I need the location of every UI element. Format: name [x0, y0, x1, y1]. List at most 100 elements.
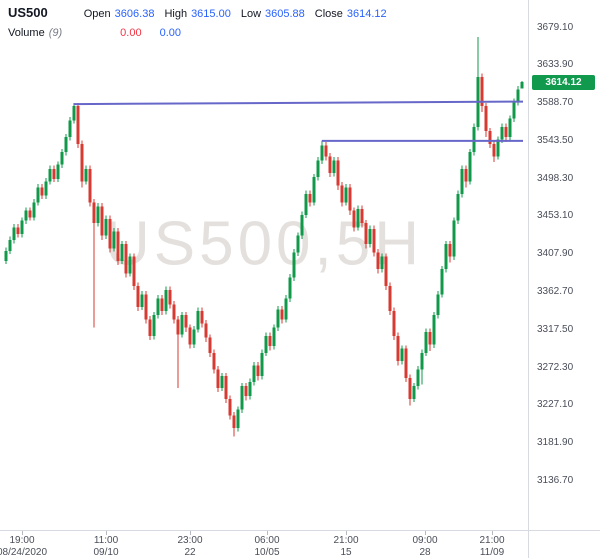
candle-body	[52, 168, 56, 179]
candle-body	[344, 187, 348, 203]
time-axis-tick-mark	[267, 531, 268, 535]
candle-body	[164, 290, 168, 311]
candle-body	[412, 386, 416, 399]
candle-body	[384, 256, 388, 286]
candle-body	[76, 106, 80, 144]
price-axis-label: 3136.70	[537, 474, 574, 486]
indicator-row: Volume (9) 0.00 0.00	[8, 27, 387, 39]
time-label: 09:00	[412, 535, 438, 546]
candle-body	[352, 210, 356, 228]
candle-body	[136, 285, 140, 307]
candle-body	[72, 106, 76, 121]
candle-body	[268, 336, 272, 347]
date-label: 22	[184, 547, 196, 558]
candle-body	[200, 310, 204, 324]
candle-body	[356, 208, 360, 228]
candle-body	[388, 285, 392, 311]
time-axis[interactable]: 19:00 08/24/2020 11:00 09/10 23:00 22 06:00 10/…	[0, 530, 528, 558]
candle-body	[420, 352, 424, 370]
time-label: 23:00	[177, 535, 203, 546]
time-label: 11:00	[93, 535, 119, 546]
candle-body	[256, 365, 260, 377]
symbol-title[interactable]: US500	[8, 5, 48, 20]
price-axis-label: 3633.90	[537, 59, 574, 71]
candle-body	[416, 369, 420, 387]
candle-body	[20, 220, 24, 235]
candle-body	[292, 252, 296, 278]
candle-body	[216, 369, 220, 388]
candle-body	[428, 331, 432, 345]
time-axis-tick-mark	[106, 531, 107, 535]
time-axis-label: 06:00 10/05	[222, 535, 312, 558]
candle-body	[328, 156, 332, 174]
candle-body	[176, 319, 180, 335]
candle-body	[184, 315, 188, 328]
candle-body	[472, 127, 476, 153]
candle-body	[456, 193, 460, 221]
candle-body	[296, 235, 300, 253]
candle-body	[84, 168, 88, 182]
candle-body	[252, 365, 256, 383]
candle-body	[124, 244, 128, 274]
candle-body	[348, 187, 352, 211]
price-axis-label: 3588.70	[537, 97, 574, 109]
candle-body	[516, 89, 520, 102]
candle-body	[380, 256, 384, 270]
time-axis-tick-mark	[22, 531, 23, 535]
candle-body	[480, 76, 484, 107]
candle-body	[140, 294, 144, 307]
time-axis-tick-mark	[425, 531, 426, 535]
price-chart-pane[interactable]: US500,5H US500 Open 3606.38 High 3615.00 Low…	[0, 0, 528, 530]
candle-body	[28, 210, 32, 218]
candle-body	[436, 294, 440, 316]
candle-body	[264, 336, 268, 353]
axis-corner	[528, 530, 600, 558]
candle-body	[464, 168, 468, 182]
trendline[interactable]	[73, 100, 524, 106]
candle-body	[248, 382, 252, 397]
candle-body	[24, 210, 28, 221]
candle-body	[12, 227, 16, 240]
candle-body	[64, 137, 68, 153]
time-axis-label: 23:00 22	[145, 535, 235, 558]
current-price-tag: 3614.12	[532, 74, 595, 90]
candle-body	[96, 206, 100, 224]
candle-body	[512, 101, 516, 119]
price-axis-label: 3543.50	[537, 134, 574, 146]
time-axis-tick-mark	[190, 531, 191, 535]
candle-body	[104, 219, 108, 236]
candle-body	[244, 386, 248, 397]
candle-body	[40, 187, 44, 196]
price-axis-label: 3227.10	[537, 399, 574, 411]
candle-body	[320, 145, 324, 161]
ohlc-label: High	[164, 8, 188, 20]
price-axis-label: 3407.90	[537, 248, 574, 260]
volume-indicator-label[interactable]: Volume	[8, 27, 45, 39]
candle-body	[308, 193, 312, 203]
candle-body	[68, 120, 72, 138]
date-label: 09/10	[93, 547, 119, 558]
candle-body	[304, 193, 308, 215]
candle-body	[120, 244, 124, 261]
candle-body	[80, 143, 84, 182]
price-axis-label: 3181.90	[537, 437, 574, 449]
time-label: 06:00	[254, 535, 280, 546]
price-axis-label: 3498.30	[537, 172, 574, 184]
ohlc-label: Close	[314, 8, 343, 20]
candle-body	[484, 106, 488, 132]
chart-legend: US500 Open 3606.38 High 3615.00 Low 3605.88 Cl…	[8, 5, 387, 39]
time-axis-label: 09:00 28	[380, 535, 470, 558]
candle-body	[32, 202, 36, 218]
ohlc-value: 3614.12	[346, 8, 387, 20]
candle-body	[220, 376, 224, 388]
candle-body	[224, 376, 228, 399]
candle-body	[112, 231, 116, 249]
volume-readout: 0.00 0.00	[62, 27, 181, 39]
candle-body	[228, 398, 232, 416]
candle-body	[284, 298, 288, 320]
candle-body	[280, 309, 284, 320]
candle-body	[316, 160, 320, 178]
candle-body	[400, 348, 404, 362]
candle-body	[236, 409, 240, 429]
price-axis[interactable]: 3679.10 3633.90 3588.70 3543.50 3498.30 3453.…	[528, 0, 600, 530]
